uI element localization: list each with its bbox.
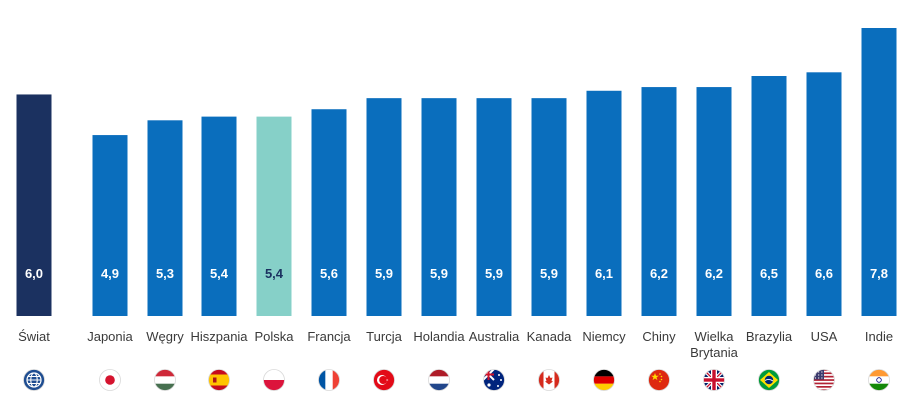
canada-flag-icon [538, 369, 560, 391]
category-label-11: Chiny [642, 329, 676, 344]
value-label-10: 6,1 [595, 266, 613, 281]
bar-7 [421, 98, 457, 317]
bar-15 [861, 28, 897, 316]
category-label-9: Kanada [527, 329, 573, 344]
category-label-0: Świat [18, 329, 50, 344]
category-label-10: Niemcy [582, 329, 626, 344]
category-label-7: Holandia [413, 329, 465, 344]
bar-8 [476, 98, 512, 317]
value-label-6: 5,9 [375, 266, 393, 281]
spain-flag-icon [208, 369, 230, 391]
globe-icon [23, 369, 45, 391]
usa-flag-icon [813, 369, 835, 391]
value-label-2: 5,3 [156, 266, 174, 281]
hungary-flag-icon [154, 369, 176, 391]
bar-12 [696, 87, 732, 316]
category-label-13: Brazylia [746, 329, 793, 344]
value-label-9: 5,9 [540, 266, 558, 281]
value-label-3: 5,4 [210, 266, 229, 281]
category-label-4: Polska [254, 329, 294, 344]
value-label-4: 5,4 [265, 266, 284, 281]
bar-9 [531, 98, 567, 317]
value-label-1: 4,9 [101, 266, 119, 281]
category-label-14: USA [811, 329, 838, 344]
france-flag-icon [318, 369, 340, 391]
value-label-0: 6,0 [25, 266, 43, 281]
bar-3 [201, 116, 237, 316]
category-label-1: Japonia [87, 329, 133, 344]
bar-1 [92, 135, 128, 316]
category-label-6: Turcja [366, 329, 402, 344]
bar-14 [806, 72, 842, 316]
value-label-5: 5,6 [320, 266, 338, 281]
bar-11 [641, 87, 677, 316]
value-label-13: 6,5 [760, 266, 778, 281]
category-label-12: Wielka Brytania [690, 329, 738, 360]
value-label-12: 6,2 [705, 266, 723, 281]
netherlands-flag-icon [428, 369, 450, 391]
value-label-15: 7,8 [870, 266, 888, 281]
japan-flag-icon [99, 369, 121, 391]
value-label-8: 5,9 [485, 266, 503, 281]
value-label-14: 6,6 [815, 266, 833, 281]
poland-flag-icon [263, 369, 285, 391]
bar-2 [147, 120, 183, 316]
category-label-15: Indie [865, 329, 893, 344]
australia-flag-icon [483, 369, 505, 391]
category-label-3: Hiszpania [190, 329, 248, 344]
bar-6 [366, 98, 402, 317]
value-label-7: 5,9 [430, 266, 448, 281]
bar-13 [751, 76, 787, 316]
germany-flag-icon [593, 369, 615, 391]
bar-0 [16, 94, 52, 316]
brazil-flag-icon [758, 369, 780, 391]
category-label-2: Węgry [146, 329, 184, 344]
category-label-5: Francja [307, 329, 351, 344]
category-label-8: Australia [469, 329, 520, 344]
turkey-flag-icon [373, 369, 395, 391]
bar-5 [311, 109, 347, 316]
uk-flag-icon [703, 369, 725, 391]
bar-10 [586, 90, 622, 317]
value-label-11: 6,2 [650, 266, 668, 281]
china-flag-icon [648, 369, 670, 391]
india-flag-icon [868, 369, 890, 391]
bar-4 [256, 116, 292, 316]
